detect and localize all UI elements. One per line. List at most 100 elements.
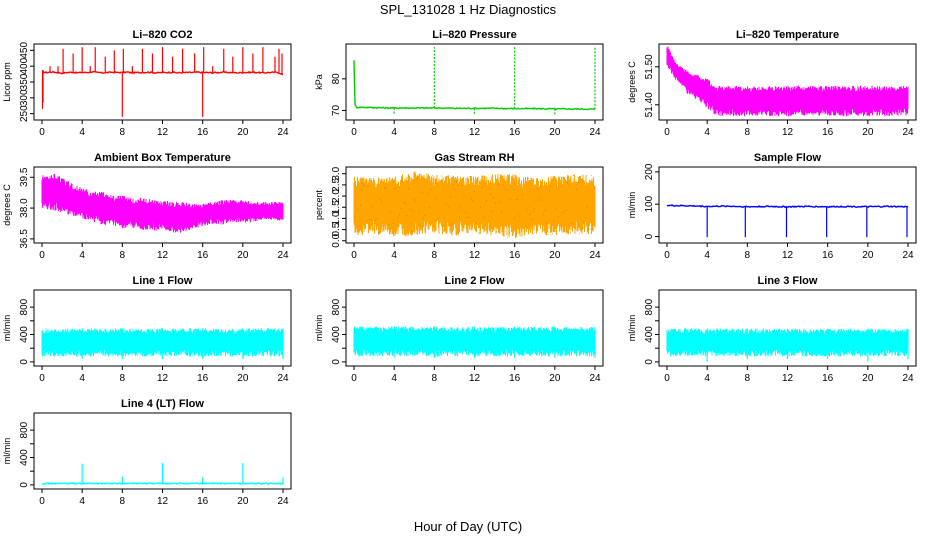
x-tick-label: 20 bbox=[549, 127, 561, 138]
y-tick-label: 39.5 bbox=[19, 167, 30, 187]
x-tick-label: 12 bbox=[469, 373, 481, 384]
y-tick-label: 450 bbox=[19, 42, 30, 59]
x-tick-label: 20 bbox=[237, 373, 249, 384]
x-tick-label: 16 bbox=[197, 373, 209, 384]
x-tick-label: 0 bbox=[664, 373, 670, 384]
y-tick-label: 800 bbox=[19, 298, 30, 315]
plot-area bbox=[666, 328, 909, 362]
y-tick-label: 1.5 bbox=[331, 200, 342, 214]
y-tick-label: 400 bbox=[19, 326, 30, 343]
panel-title: Ambient Box Temperature bbox=[94, 152, 231, 164]
x-tick-label: 0 bbox=[664, 127, 670, 138]
panel-rh: Gas Stream RH percent 0 4 8 12 16 20 24 0.00.51.0… bbox=[314, 152, 604, 261]
figure-x-axis-label: Hour of Day (UTC) bbox=[414, 519, 522, 534]
x-tick-label: 24 bbox=[277, 373, 289, 384]
x-tick-label: 16 bbox=[822, 127, 834, 138]
y-tick-label: 800 bbox=[19, 421, 30, 438]
y-tick-label: 0 bbox=[331, 359, 342, 365]
y-tick-label: 400 bbox=[644, 326, 655, 343]
panel-pressure: Li–820 Pressure kPa 0 4 8 12 16 20 24 70 80 bbox=[314, 29, 604, 138]
x-tick-label: 24 bbox=[902, 250, 914, 261]
y-tick-label: 100 bbox=[644, 195, 655, 212]
x-tick-label: 24 bbox=[277, 496, 289, 507]
y-axis-label: ml/min bbox=[2, 438, 12, 465]
x-tick-label: 4 bbox=[79, 373, 85, 384]
panel-sample_flow: Sample Flow ml/min 0 4 8 12 16 20 24 0 100 200 bbox=[627, 152, 917, 261]
plot-frame bbox=[658, 166, 917, 244]
x-tick-label: 0 bbox=[39, 127, 45, 138]
x-tick-label: 12 bbox=[469, 250, 481, 261]
x-tick-label: 8 bbox=[120, 496, 126, 507]
y-axis-label: ml/min bbox=[2, 315, 12, 342]
panel-line3: Line 3 Flow ml/min 0 4 8 12 16 20 24 0 400 800 bbox=[627, 275, 917, 384]
y-axis-label: percent bbox=[314, 189, 324, 220]
x-tick-label: 24 bbox=[589, 250, 601, 261]
plot-area bbox=[41, 47, 284, 117]
y-tick-label: 1.0 bbox=[331, 211, 342, 225]
y-tick-label: 0.0 bbox=[331, 233, 342, 247]
x-tick-label: 8 bbox=[745, 373, 751, 384]
x-tick-label: 8 bbox=[432, 250, 438, 261]
panel-line4: Line 4 (LT) Flow ml/min 0 4 8 12 16 20 24 0 400 800 bbox=[2, 398, 292, 507]
y-tick-label: 800 bbox=[331, 298, 342, 315]
x-tick-label: 12 bbox=[157, 250, 169, 261]
x-tick-label: 4 bbox=[79, 127, 85, 138]
x-tick-label: 16 bbox=[197, 127, 209, 138]
y-tick-label: 250 bbox=[19, 105, 30, 122]
x-tick-label: 16 bbox=[822, 250, 834, 261]
panel-title: Li–820 CO2 bbox=[133, 29, 193, 41]
x-tick-label: 8 bbox=[432, 373, 438, 384]
y-axis-label: ml/min bbox=[314, 315, 324, 342]
x-tick-label: 12 bbox=[157, 127, 169, 138]
x-tick-label: 12 bbox=[782, 373, 794, 384]
x-tick-label: 4 bbox=[391, 373, 397, 384]
x-tick-label: 24 bbox=[277, 127, 289, 138]
x-tick-label: 24 bbox=[589, 127, 601, 138]
y-tick-label: 400 bbox=[19, 449, 30, 466]
x-tick-label: 12 bbox=[469, 127, 481, 138]
panel-title: Sample Flow bbox=[754, 152, 822, 164]
x-tick-label: 20 bbox=[549, 373, 561, 384]
x-tick-label: 16 bbox=[197, 496, 209, 507]
x-tick-label: 20 bbox=[237, 127, 249, 138]
x-tick-label: 8 bbox=[120, 127, 126, 138]
x-tick-label: 20 bbox=[862, 127, 874, 138]
y-tick-label: 0 bbox=[644, 359, 655, 365]
y-tick-label: 0 bbox=[644, 233, 655, 239]
plot-area bbox=[353, 326, 596, 358]
y-tick-label: 70 bbox=[331, 105, 342, 117]
x-tick-label: 4 bbox=[704, 373, 710, 384]
x-tick-label: 16 bbox=[822, 373, 834, 384]
x-tick-label: 8 bbox=[432, 127, 438, 138]
y-tick-label: 200 bbox=[644, 163, 655, 180]
x-tick-label: 16 bbox=[509, 373, 521, 384]
series-band bbox=[41, 174, 284, 233]
panel-line1: Line 1 Flow ml/min 0 4 8 12 16 20 24 0 400 800 bbox=[2, 275, 292, 384]
series-line bbox=[666, 204, 909, 209]
x-tick-label: 20 bbox=[237, 496, 249, 507]
x-tick-label: 12 bbox=[782, 250, 794, 261]
plot-area bbox=[353, 171, 596, 239]
y-tick-label: 400 bbox=[331, 326, 342, 343]
y-tick-label: 2.5 bbox=[331, 177, 342, 191]
panel-title: Line 4 (LT) Flow bbox=[121, 398, 204, 410]
plot-area bbox=[41, 174, 284, 233]
y-axis-label: degrees C bbox=[627, 61, 637, 103]
x-tick-label: 20 bbox=[862, 250, 874, 261]
y-tick-label: 51.50 bbox=[644, 54, 655, 79]
y-tick-label: 36.5 bbox=[19, 229, 30, 249]
x-tick-label: 12 bbox=[157, 373, 169, 384]
x-tick-label: 0 bbox=[39, 250, 45, 261]
x-tick-label: 4 bbox=[391, 127, 397, 138]
y-axis-label: kPa bbox=[314, 74, 324, 90]
plot-area bbox=[666, 46, 909, 117]
x-tick-label: 8 bbox=[745, 250, 751, 261]
x-tick-label: 4 bbox=[704, 250, 710, 261]
y-tick-label: 80 bbox=[331, 73, 342, 85]
y-tick-label: 51.40 bbox=[644, 92, 655, 117]
y-tick-label: 38.0 bbox=[19, 198, 30, 218]
x-tick-label: 0 bbox=[351, 127, 357, 138]
plot-area bbox=[41, 328, 284, 360]
